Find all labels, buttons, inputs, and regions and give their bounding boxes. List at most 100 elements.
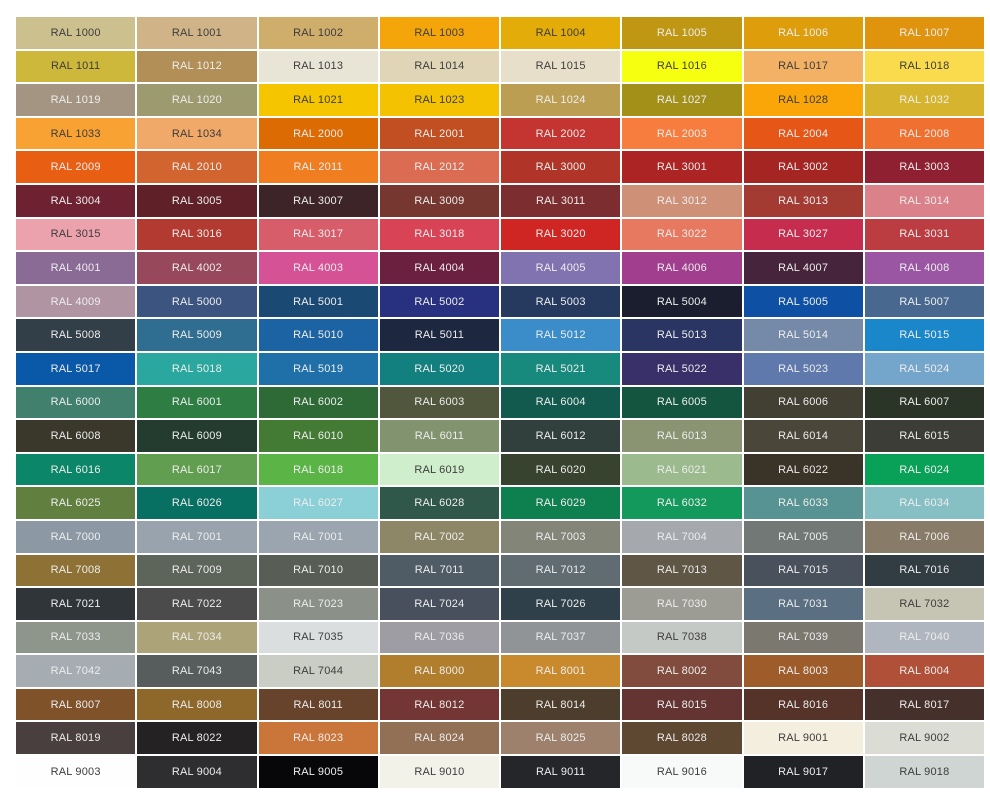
color-swatch-ral-1004[interactable]: RAL 1004 xyxy=(501,17,621,49)
color-swatch-ral-1021[interactable]: RAL 1021 xyxy=(258,84,378,116)
color-swatch-ral-7005[interactable]: RAL 7005 xyxy=(743,520,863,553)
color-swatch-ral-7003[interactable]: RAL 7003 xyxy=(501,520,621,553)
color-swatch-ral-7009[interactable]: RAL 7009 xyxy=(137,554,257,587)
color-swatch-ral-6013[interactable]: RAL 6013 xyxy=(622,420,742,452)
color-swatch-ral-3012[interactable]: RAL 3012 xyxy=(622,184,742,217)
color-swatch-ral-1017[interactable]: RAL 1017 xyxy=(743,50,863,83)
color-swatch-ral-1011[interactable]: RAL 1011 xyxy=(16,50,136,83)
color-swatch-ral-7012[interactable]: RAL 7012 xyxy=(501,554,621,587)
color-swatch-ral-9011[interactable]: RAL 9011 xyxy=(501,756,621,788)
color-swatch-ral-5023[interactable]: RAL 5023 xyxy=(743,352,863,385)
color-swatch-ral-3018[interactable]: RAL 3018 xyxy=(379,218,499,251)
color-swatch-ral-7022[interactable]: RAL 7022 xyxy=(137,588,257,620)
color-swatch-ral-7006[interactable]: RAL 7006 xyxy=(864,520,984,553)
color-swatch-ral-6001[interactable]: RAL 6001 xyxy=(137,386,257,419)
color-swatch-ral-6025[interactable]: RAL 6025 xyxy=(16,487,136,519)
color-swatch-ral-5020[interactable]: RAL 5020 xyxy=(379,352,499,385)
color-swatch-ral-3007[interactable]: RAL 3007 xyxy=(258,184,378,217)
color-swatch-ral-4006[interactable]: RAL 4006 xyxy=(622,252,742,284)
color-swatch-ral-1028[interactable]: RAL 1028 xyxy=(743,84,863,116)
color-swatch-ral-6017[interactable]: RAL 6017 xyxy=(137,453,257,486)
color-swatch-ral-6032[interactable]: RAL 6032 xyxy=(622,487,742,519)
color-swatch-ral-7034[interactable]: RAL 7034 xyxy=(137,621,257,654)
color-swatch-ral-1005[interactable]: RAL 1005 xyxy=(622,17,742,49)
color-swatch-ral-2011[interactable]: RAL 2011 xyxy=(258,151,378,183)
color-swatch-ral-9018[interactable]: RAL 9018 xyxy=(864,756,984,788)
color-swatch-ral-5012[interactable]: RAL 5012 xyxy=(501,319,621,351)
color-swatch-ral-1007[interactable]: RAL 1007 xyxy=(864,17,984,49)
color-swatch-ral-8000[interactable]: RAL 8000 xyxy=(379,655,499,687)
color-swatch-ral-6012[interactable]: RAL 6012 xyxy=(501,420,621,452)
color-swatch-ral-1000[interactable]: RAL 1000 xyxy=(16,17,136,49)
color-swatch-ral-6033[interactable]: RAL 6033 xyxy=(743,487,863,519)
color-swatch-ral-3020[interactable]: RAL 3020 xyxy=(501,218,621,251)
color-swatch-ral-5008[interactable]: RAL 5008 xyxy=(16,319,136,351)
color-swatch-ral-6004[interactable]: RAL 6004 xyxy=(501,386,621,419)
color-swatch-ral-7035[interactable]: RAL 7035 xyxy=(258,621,378,654)
color-swatch-ral-4001[interactable]: RAL 4001 xyxy=(16,252,136,284)
color-swatch-ral-5011[interactable]: RAL 5011 xyxy=(379,319,499,351)
color-swatch-ral-5002[interactable]: RAL 5002 xyxy=(379,285,499,318)
color-swatch-ral-1012[interactable]: RAL 1012 xyxy=(137,50,257,83)
color-swatch-ral-3011[interactable]: RAL 3011 xyxy=(501,184,621,217)
color-swatch-ral-7032[interactable]: RAL 7032 xyxy=(864,588,984,620)
color-swatch-ral-1014[interactable]: RAL 1014 xyxy=(379,50,499,83)
color-swatch-ral-8002[interactable]: RAL 8002 xyxy=(622,655,742,687)
color-swatch-ral-8001[interactable]: RAL 8001 xyxy=(501,655,621,687)
color-swatch-ral-1003[interactable]: RAL 1003 xyxy=(379,17,499,49)
color-swatch-ral-8007[interactable]: RAL 8007 xyxy=(16,688,136,721)
color-swatch-ral-1023[interactable]: RAL 1023 xyxy=(379,84,499,116)
color-swatch-ral-9004[interactable]: RAL 9004 xyxy=(137,756,257,788)
color-swatch-ral-8015[interactable]: RAL 8015 xyxy=(622,688,742,721)
color-swatch-ral-5015[interactable]: RAL 5015 xyxy=(864,319,984,351)
color-swatch-ral-6016[interactable]: RAL 6016 xyxy=(16,453,136,486)
color-swatch-ral-5014[interactable]: RAL 5014 xyxy=(743,319,863,351)
color-swatch-ral-7004[interactable]: RAL 7004 xyxy=(622,520,742,553)
color-swatch-ral-7026[interactable]: RAL 7026 xyxy=(501,588,621,620)
color-swatch-ral-7030[interactable]: RAL 7030 xyxy=(622,588,742,620)
color-swatch-ral-3003[interactable]: RAL 3003 xyxy=(864,151,984,183)
color-swatch-ral-5007[interactable]: RAL 5007 xyxy=(864,285,984,318)
color-swatch-ral-6009[interactable]: RAL 6009 xyxy=(137,420,257,452)
color-swatch-ral-6010[interactable]: RAL 6010 xyxy=(258,420,378,452)
color-swatch-ral-7010[interactable]: RAL 7010 xyxy=(258,554,378,587)
color-swatch-ral-5009[interactable]: RAL 5009 xyxy=(137,319,257,351)
color-swatch-ral-7024[interactable]: RAL 7024 xyxy=(379,588,499,620)
color-swatch-ral-6021[interactable]: RAL 6021 xyxy=(622,453,742,486)
color-swatch-ral-6019[interactable]: RAL 6019 xyxy=(379,453,499,486)
color-swatch-ral-1019[interactable]: RAL 1019 xyxy=(16,84,136,116)
color-swatch-ral-1018[interactable]: RAL 1018 xyxy=(864,50,984,83)
color-swatch-ral-1006[interactable]: RAL 1006 xyxy=(743,17,863,49)
color-swatch-ral-3005[interactable]: RAL 3005 xyxy=(137,184,257,217)
color-swatch-ral-5017[interactable]: RAL 5017 xyxy=(16,352,136,385)
color-swatch-ral-3013[interactable]: RAL 3013 xyxy=(743,184,863,217)
color-swatch-ral-7001[interactable]: RAL 7001 xyxy=(137,520,257,553)
color-swatch-ral-2004[interactable]: RAL 2004 xyxy=(743,117,863,150)
color-swatch-ral-8028[interactable]: RAL 8028 xyxy=(622,722,742,755)
color-swatch-ral-2001[interactable]: RAL 2001 xyxy=(379,117,499,150)
color-swatch-ral-6002[interactable]: RAL 6002 xyxy=(258,386,378,419)
color-swatch-ral-8008[interactable]: RAL 8008 xyxy=(137,688,257,721)
color-swatch-ral-9001[interactable]: RAL 9001 xyxy=(743,722,863,755)
color-swatch-ral-5003[interactable]: RAL 5003 xyxy=(501,285,621,318)
color-swatch-ral-1002[interactable]: RAL 1002 xyxy=(258,17,378,49)
color-swatch-ral-3015[interactable]: RAL 3015 xyxy=(16,218,136,251)
color-swatch-ral-6005[interactable]: RAL 6005 xyxy=(622,386,742,419)
color-swatch-ral-8003[interactable]: RAL 8003 xyxy=(743,655,863,687)
color-swatch-ral-5013[interactable]: RAL 5013 xyxy=(622,319,742,351)
color-swatch-ral-8004[interactable]: RAL 8004 xyxy=(864,655,984,687)
color-swatch-ral-5000[interactable]: RAL 5000 xyxy=(137,285,257,318)
color-swatch-ral-5024[interactable]: RAL 5024 xyxy=(864,352,984,385)
color-swatch-ral-6022[interactable]: RAL 6022 xyxy=(743,453,863,486)
color-swatch-ral-5005[interactable]: RAL 5005 xyxy=(743,285,863,318)
color-swatch-ral-3022[interactable]: RAL 3022 xyxy=(622,218,742,251)
color-swatch-ral-7015[interactable]: RAL 7015 xyxy=(743,554,863,587)
color-swatch-ral-9016[interactable]: RAL 9016 xyxy=(622,756,742,788)
color-swatch-ral-8016[interactable]: RAL 8016 xyxy=(743,688,863,721)
color-swatch-ral-5010[interactable]: RAL 5010 xyxy=(258,319,378,351)
color-swatch-ral-6000[interactable]: RAL 6000 xyxy=(16,386,136,419)
color-swatch-ral-3002[interactable]: RAL 3002 xyxy=(743,151,863,183)
color-swatch-ral-1027[interactable]: RAL 1027 xyxy=(622,84,742,116)
color-swatch-ral-7043[interactable]: RAL 7043 xyxy=(137,655,257,687)
color-swatch-ral-2009[interactable]: RAL 2009 xyxy=(16,151,136,183)
